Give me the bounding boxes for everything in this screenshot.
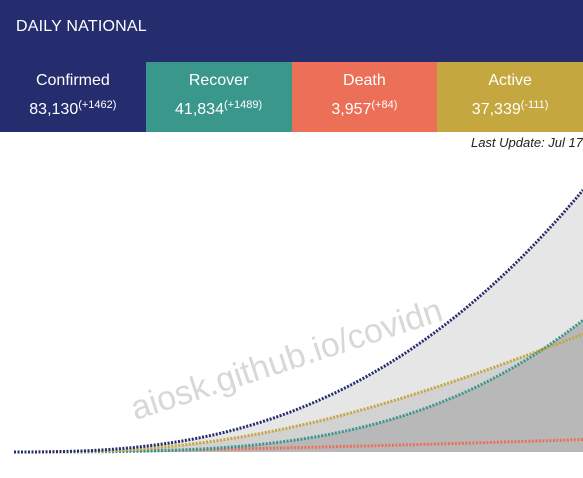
stats-bar: Confirmed 83,130(+1462) Recover 41,834(+… (0, 62, 583, 132)
stat-label: Confirmed (35, 72, 110, 89)
stat-value: 83,130(+1462) (29, 99, 117, 118)
stat-value: 41,834(+1489) (175, 99, 263, 118)
stat-recover: Recover 41,834(+1489) (145, 62, 292, 132)
stat-delta: (+1462) (78, 99, 117, 111)
stat-active: Active 37,339(-111) (437, 62, 583, 132)
stat-label: Active (488, 72, 532, 89)
recover-area (14, 320, 583, 452)
stat-label: Death (343, 72, 386, 89)
stat-confirmed: Confirmed 83,130(+1462) (0, 62, 146, 132)
stat-delta: (+84) (371, 99, 398, 111)
cases-chart: aiosk.github.io/covidn (14, 189, 583, 454)
stat-value: 3,957(+84) (331, 99, 398, 118)
last-update: Last Update: Jul 17 (470, 135, 583, 150)
page-title: DAILY NATIONAL (16, 18, 147, 35)
stat-death: Death 3,957(+84) (291, 62, 438, 132)
stat-delta: (+1489) (223, 99, 263, 111)
stat-label: Recover (188, 72, 249, 89)
stat-delta: (-111) (520, 99, 549, 111)
confirmed-series-line (14, 189, 583, 454)
stat-value: 37,339(-111) (471, 99, 549, 118)
app-header: DAILY NATIONAL (0, 0, 583, 62)
